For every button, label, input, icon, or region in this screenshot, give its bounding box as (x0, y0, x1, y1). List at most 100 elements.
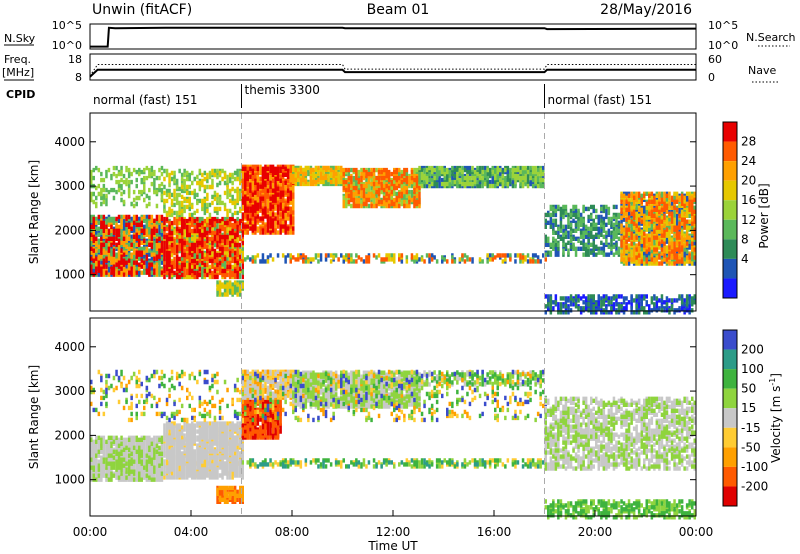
velocity-colorbar-unit: Velocity [m s (769, 386, 783, 463)
colorbar-tick-label: 24 (741, 154, 756, 168)
colorbar-swatch (723, 239, 737, 259)
colorbar-tick-label: 16 (741, 193, 756, 207)
colorbar-tick-label: 50 (741, 382, 756, 396)
colorbar-swatch (723, 278, 737, 298)
velocity-cells (90, 369, 696, 520)
nsky-line (90, 26, 697, 48)
colorbar-swatch (723, 219, 737, 240)
scatter-cells-level-7 (241, 253, 547, 264)
ytick-label: 4000 (54, 340, 85, 354)
power-panel: 1000 2000 3000 4000 Slant Range [km] 28 24 20… (27, 112, 771, 315)
colorbar-swatch (723, 122, 737, 142)
freq-right-tick-top: 60 (708, 53, 722, 66)
scatter-cells-level-8 (241, 164, 295, 235)
scatter-cells-level-5 (90, 435, 164, 482)
velocity-yticks: 1000 2000 3000 4000 (54, 340, 696, 487)
freq-panel: Freq. [MHz] Nave 18 8 60 0 (2, 53, 778, 84)
scatter-cells-level-5 (544, 396, 696, 471)
ytick-label: 2000 (54, 223, 85, 237)
xtick-label: 08:00 (275, 525, 310, 539)
xtick-label: 20:00 (578, 525, 613, 539)
xtick-label: 12:00 (376, 525, 411, 539)
xtick-label: 00:00 (679, 525, 714, 539)
colorbar-swatch (723, 330, 737, 350)
colorbar-swatch (723, 141, 737, 162)
ytick-label: 2000 (54, 428, 85, 442)
cpid-segment: normal (fast) 151 (93, 93, 197, 107)
radar-title: Unwin (fitACF) (92, 2, 192, 18)
scatter-cells-level-1 (544, 294, 696, 315)
scatter-cells-level-2 (216, 485, 244, 504)
velocity-colorbar-label: Velocity [m s-1] (768, 373, 783, 463)
scatter-cells-level-6 (292, 165, 345, 187)
colorbar-swatch (723, 486, 737, 506)
colorbar-swatch (723, 349, 737, 370)
nsky-label: N.Sky (4, 32, 36, 45)
xtick-label: 04:00 (174, 525, 209, 539)
noise-right-tick-bottom: 10^0 (708, 39, 738, 52)
colorbar-swatch (723, 408, 737, 428)
beam-title: Beam 01 (367, 2, 430, 18)
scatter-cells-level-4 (90, 165, 164, 209)
time-axis-label: Time UT (367, 539, 418, 553)
freq-line (89, 68, 696, 78)
date-title: 28/May/2016 (600, 2, 692, 18)
cpid-label: CPID (6, 88, 35, 101)
cpid-segment: themis 3300 (245, 83, 320, 97)
noise-left-tick-bottom: 10^0 (52, 39, 82, 52)
power-ylabel: Slant Range [km] (27, 160, 41, 264)
colorbar-swatch (723, 447, 737, 467)
power-yticks: 1000 2000 3000 4000 (54, 135, 696, 282)
freq-right-tick-bottom: 0 (708, 71, 715, 84)
colorbar-tick-label: 15 (741, 401, 756, 415)
colorbar-tick-label: 4 (741, 252, 749, 266)
colorbar-swatch (723, 200, 737, 220)
colorbar-swatch (723, 161, 737, 181)
colorbar-swatch (723, 180, 737, 201)
power-cells (90, 164, 696, 315)
scatter-cells-level-4 (418, 165, 545, 189)
scatter-cells-level-8 (90, 214, 164, 277)
scatter-cells-level-1 (249, 253, 545, 264)
scatter-cells-level-5 (90, 369, 547, 423)
scatter-cells-level-6 (418, 370, 545, 387)
ytick-label: 1000 (54, 268, 85, 282)
scatter-cells-level-5 (241, 253, 532, 264)
ytick-label: 3000 (54, 179, 85, 193)
noise-right-tick-top: 10^5 (708, 19, 738, 32)
scatter-cells-level-3 (249, 458, 542, 469)
colorbar-tick-label: -50 (741, 440, 761, 454)
scatter-cells-level-8 (163, 216, 244, 280)
scatter-cells-level-4 (163, 421, 244, 480)
scatter-cells-level-3 (90, 165, 164, 207)
freq-label: Freq. (4, 53, 31, 66)
velocity-ylabel: Slant Range [km] (27, 365, 41, 469)
colorbar-swatch (723, 388, 737, 409)
ytick-label: 3000 (54, 384, 85, 398)
colorbar-swatch (723, 369, 737, 389)
scatter-cells-level-2 (544, 294, 696, 315)
noise-left-tick-top: 10^5 (52, 19, 82, 32)
colorbar-swatch (723, 258, 737, 279)
velocity-xticks: 00:00 04:00 08:00 12:00 16:00 20:00 00:00 (73, 510, 714, 539)
ytick-label: 1000 (54, 473, 85, 487)
scatter-cells-level-7 (620, 191, 696, 266)
scatter-cells-level-5 (420, 370, 545, 387)
colorbar-tick-label: 20 (741, 174, 756, 188)
scatter-cells-level-7 (251, 458, 545, 469)
scatter-cells-level-0 (544, 294, 691, 315)
colorbar-tick-label: 12 (741, 213, 756, 227)
colorbar-tick-label: 100 (741, 362, 764, 376)
colorbar-tick-label: 200 (741, 343, 764, 357)
velocity-colorbar: 200 100 50 15 -15 -50 -100 -200 (722, 329, 768, 507)
colorbar-tick-label: -15 (741, 421, 761, 435)
velocity-colorbar-exponent: -1 (768, 378, 777, 386)
scatter-cells-level-2 (544, 204, 621, 257)
velocity-panel: 1000 2000 3000 4000 00:00 04:00 08:00 12:00 16:… (27, 317, 783, 553)
colorbar-frame (722, 329, 738, 507)
xtick-label: 16:00 (477, 525, 512, 539)
ytick-label: 4000 (54, 135, 85, 149)
colorbar-swatch (723, 427, 737, 448)
nsearch-label: N.Search (746, 31, 796, 44)
